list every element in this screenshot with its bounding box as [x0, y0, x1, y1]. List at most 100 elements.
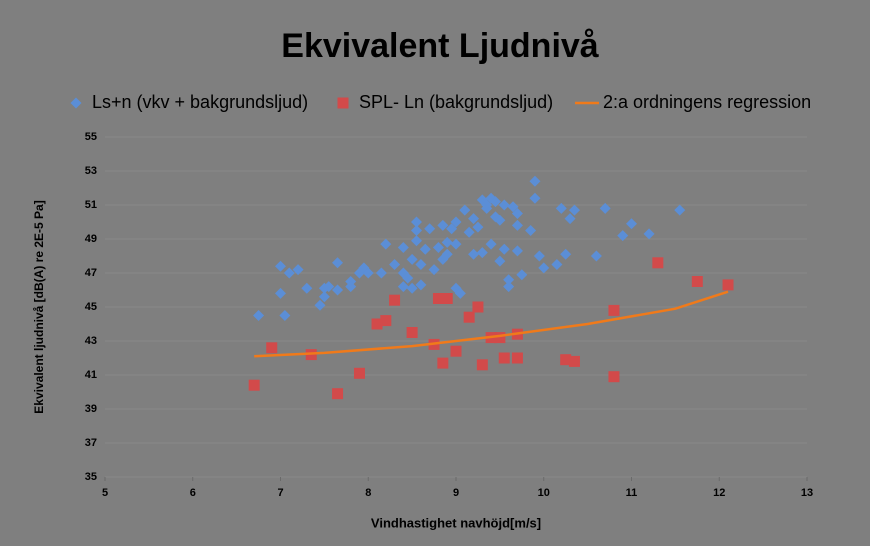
point	[345, 281, 357, 293]
point	[525, 225, 537, 236]
point	[476, 359, 488, 371]
point	[674, 204, 686, 216]
point	[472, 301, 484, 313]
point	[397, 242, 409, 253]
point	[503, 281, 515, 293]
point	[472, 221, 484, 233]
point	[489, 196, 501, 208]
point	[555, 202, 567, 214]
point	[275, 287, 286, 299]
point	[468, 213, 480, 225]
point	[529, 175, 541, 187]
y-tick-label: 43	[85, 335, 97, 347]
point	[608, 371, 620, 383]
point	[652, 257, 664, 269]
point	[415, 279, 427, 291]
point	[568, 355, 580, 367]
point	[441, 236, 453, 248]
point	[463, 311, 475, 323]
y-tick-label: 41	[85, 369, 97, 381]
point	[362, 267, 374, 279]
x-axis-label: Vindhastighet navhöjd[m/s]	[371, 515, 541, 530]
point	[318, 291, 330, 303]
point	[332, 284, 344, 296]
x-tick-label: 8	[365, 487, 371, 499]
point	[389, 259, 401, 270]
point	[498, 352, 510, 364]
y-tick-label: 53	[85, 165, 97, 177]
point	[441, 248, 453, 260]
point	[564, 213, 576, 225]
y-axis-label: Ekvivalent ljudnivå [dB(A) re 2E-5 Pa]	[32, 200, 46, 413]
point	[266, 342, 278, 354]
y-tick-label: 47	[85, 267, 97, 279]
y-tick-label: 39	[85, 403, 97, 415]
point	[406, 253, 418, 265]
point	[454, 287, 466, 299]
point	[424, 223, 436, 235]
point	[551, 259, 563, 270]
x-tick-label: 10	[538, 487, 550, 499]
point	[498, 243, 510, 255]
y-tick-label: 45	[85, 301, 97, 313]
legend-label: SPL- Ln (bakgrundsljud)	[359, 92, 553, 112]
x-tick-label: 5	[102, 487, 108, 499]
y-tick-label: 49	[85, 233, 97, 245]
point	[432, 242, 444, 253]
y-tick-label: 37	[85, 437, 97, 449]
point	[415, 259, 427, 270]
point	[402, 272, 414, 284]
point	[511, 208, 523, 219]
point	[511, 219, 523, 231]
point	[511, 245, 523, 257]
point	[481, 199, 493, 211]
point	[468, 248, 480, 260]
point	[485, 238, 497, 250]
point	[275, 260, 286, 272]
regression-line	[254, 290, 729, 358]
point	[397, 281, 409, 293]
point	[463, 226, 475, 238]
point	[560, 354, 572, 366]
point	[494, 255, 506, 267]
point	[279, 310, 291, 321]
point	[380, 315, 392, 327]
point	[568, 204, 580, 216]
legend-label: 2:a ordningens regression	[603, 92, 811, 112]
point	[450, 345, 462, 357]
point	[617, 230, 629, 242]
point	[459, 204, 471, 216]
point	[411, 225, 423, 236]
point	[507, 201, 519, 213]
point	[498, 199, 510, 211]
point	[437, 357, 449, 369]
point	[253, 310, 265, 321]
point	[626, 218, 637, 230]
point	[332, 388, 344, 400]
point	[353, 367, 365, 379]
point	[450, 216, 462, 228]
point	[511, 352, 523, 364]
point	[292, 264, 304, 276]
x-tick-label: 9	[453, 487, 459, 499]
point	[375, 267, 387, 279]
point	[722, 279, 734, 291]
point	[380, 238, 392, 250]
legend-label: Ls+n (vkv + bakgrundsljud)	[92, 92, 308, 112]
point	[560, 248, 572, 260]
point	[371, 318, 383, 330]
point	[301, 282, 313, 294]
point	[516, 269, 528, 281]
point	[437, 219, 449, 231]
point	[323, 281, 335, 293]
point	[389, 294, 401, 306]
point	[608, 304, 620, 316]
point	[494, 214, 506, 226]
point	[428, 264, 440, 276]
point	[406, 327, 418, 338]
x-tick-label: 12	[713, 487, 725, 499]
point	[590, 250, 602, 262]
point	[411, 216, 423, 228]
x-tick-label: 7	[277, 487, 283, 499]
